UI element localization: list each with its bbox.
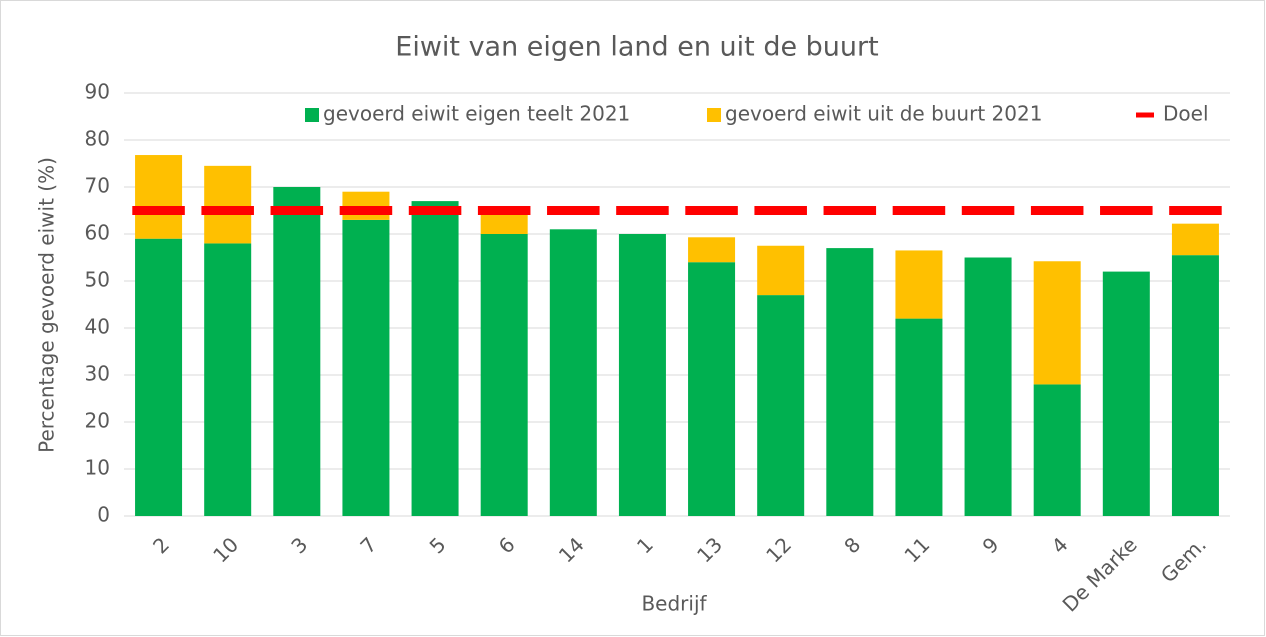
y-tick-label: 70: [85, 174, 110, 198]
bar-segment: [688, 237, 736, 263]
bar-segment: [549, 229, 597, 517]
bar-segment: [1171, 223, 1219, 256]
bar-segment: [895, 318, 943, 516]
bar-segment: [1033, 384, 1081, 516]
bar-segment: [895, 250, 943, 319]
bar-segment: [273, 187, 321, 516]
legend-swatch: [305, 108, 319, 122]
y-tick-label: 30: [85, 362, 110, 386]
bar-segment: [411, 201, 459, 516]
x-axis-label: Bedrijf: [641, 592, 707, 616]
bar-segment: [618, 234, 666, 516]
y-tick-label: 40: [85, 315, 110, 339]
bar-segment: [135, 238, 183, 516]
bar-segment: [826, 248, 874, 516]
bar-segment: [688, 262, 736, 516]
bar-segment: [342, 191, 390, 220]
legend-label: gevoerd eiwit eigen teelt 2021: [323, 102, 630, 126]
legend-label: gevoerd eiwit uit de buurt 2021: [725, 102, 1042, 126]
bar-segment: [342, 219, 390, 516]
y-tick-label: 90: [85, 80, 110, 104]
bar-segment: [964, 257, 1012, 516]
bar-segment: [204, 243, 252, 516]
y-tick-label: 20: [85, 409, 110, 433]
bar-segment: [757, 295, 805, 516]
bar-segment: [135, 155, 183, 239]
bar-segment: [204, 165, 252, 244]
y-tick-label: 80: [85, 127, 110, 151]
y-tick-label: 10: [85, 456, 110, 480]
bar-segment: [480, 234, 528, 516]
y-tick-label: 0: [97, 503, 110, 527]
bar-segment: [480, 212, 528, 234]
y-tick-label: 50: [85, 268, 110, 292]
y-axis-label: Percentage gevoerd eiwit (%): [35, 157, 59, 453]
chart-title: Eiwit van eigen land en uit de buurt: [395, 32, 878, 63]
bar-segment: [1102, 271, 1150, 516]
legend-label: Doel: [1163, 102, 1209, 126]
bar-segment: [1033, 261, 1081, 385]
bar-segment: [757, 245, 805, 296]
bar-segment: [1171, 255, 1219, 516]
legend-swatch: [707, 108, 721, 122]
y-tick-label: 60: [85, 221, 110, 245]
